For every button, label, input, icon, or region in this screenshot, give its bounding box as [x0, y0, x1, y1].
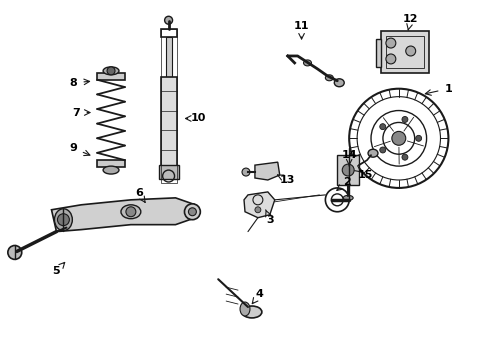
Text: 11: 11 [294, 21, 309, 31]
Ellipse shape [240, 302, 250, 316]
Circle shape [416, 135, 421, 141]
Ellipse shape [103, 67, 119, 75]
Ellipse shape [121, 205, 141, 219]
Circle shape [392, 131, 406, 145]
Bar [381, 31, 429, 73]
Circle shape [380, 124, 386, 130]
Circle shape [402, 117, 408, 122]
Bar [376, 39, 381, 67]
Polygon shape [255, 162, 280, 180]
Ellipse shape [368, 149, 378, 157]
Text: 6: 6 [135, 188, 143, 198]
Bar [161, 29, 176, 183]
Bar [159, 165, 178, 179]
Bar [97, 73, 125, 80]
Polygon shape [244, 192, 275, 218]
Text: 1: 1 [444, 84, 452, 94]
Text: 4: 4 [256, 289, 264, 299]
Text: 14: 14 [342, 150, 357, 160]
Bar [161, 29, 176, 37]
Circle shape [242, 168, 250, 176]
Polygon shape [51, 198, 196, 231]
Circle shape [184, 204, 200, 220]
Text: 3: 3 [266, 215, 273, 225]
Text: 2: 2 [343, 177, 351, 187]
Text: 13: 13 [280, 175, 295, 185]
Circle shape [406, 46, 416, 56]
Text: 10: 10 [191, 113, 206, 123]
Ellipse shape [54, 209, 73, 231]
Text: 12: 12 [403, 14, 418, 24]
Text: 7: 7 [73, 108, 80, 117]
Circle shape [380, 147, 386, 153]
Circle shape [189, 208, 196, 216]
Ellipse shape [303, 60, 312, 66]
Ellipse shape [242, 306, 262, 318]
Circle shape [342, 164, 354, 176]
Text: 9: 9 [70, 143, 77, 153]
Circle shape [107, 67, 115, 75]
Circle shape [255, 207, 261, 213]
Text: 15: 15 [357, 170, 373, 180]
Text: 8: 8 [70, 78, 77, 88]
Circle shape [126, 207, 136, 217]
Ellipse shape [103, 166, 119, 174]
Circle shape [402, 154, 408, 160]
Bar [386, 36, 424, 68]
Ellipse shape [343, 195, 353, 201]
Circle shape [386, 54, 396, 64]
Bar [166, 37, 171, 77]
Ellipse shape [334, 79, 344, 87]
Bar [337, 155, 359, 185]
Bar [161, 77, 176, 166]
Circle shape [57, 214, 70, 226]
Bar [97, 160, 125, 167]
Circle shape [8, 246, 22, 260]
Circle shape [386, 38, 396, 48]
Circle shape [165, 16, 172, 24]
Text: 5: 5 [52, 266, 60, 276]
Ellipse shape [325, 75, 333, 81]
